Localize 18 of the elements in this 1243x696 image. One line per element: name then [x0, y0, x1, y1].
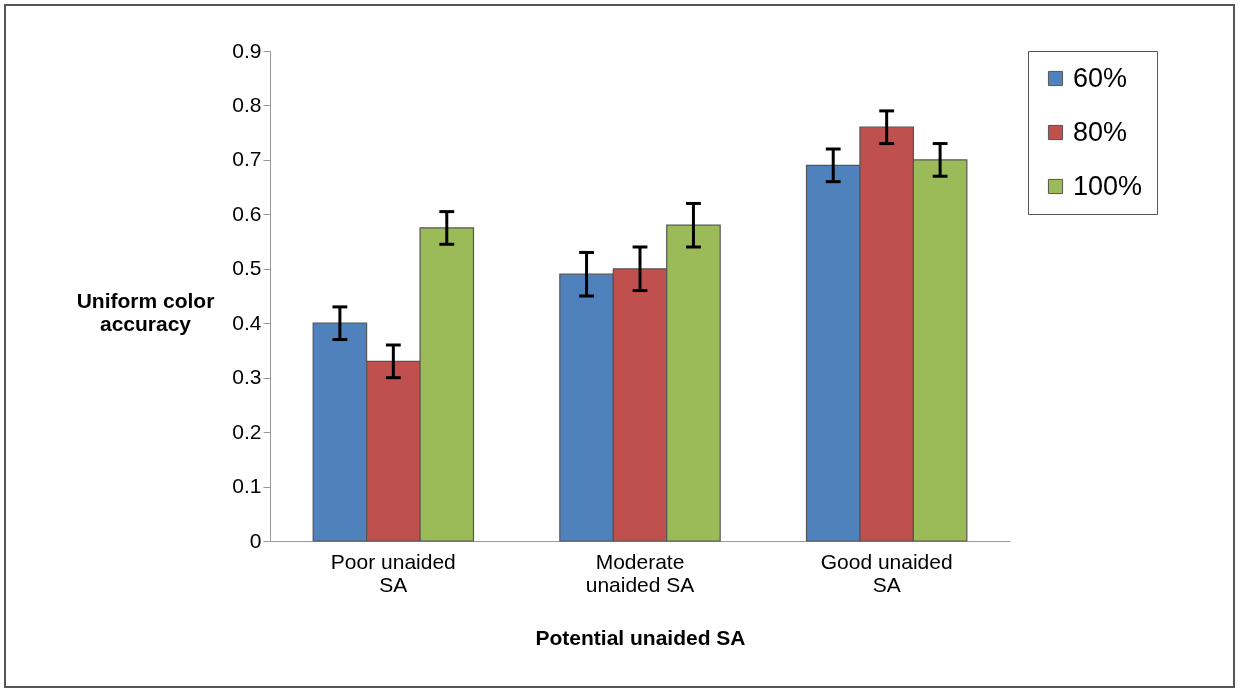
x-tick-label: Moderate unaided SA	[585, 549, 695, 596]
legend-label: 60%	[1073, 62, 1128, 93]
y-tick-label: 0.8	[232, 92, 262, 116]
legend-label: 80%	[1073, 116, 1128, 147]
y-axis-title: Uniform color accuracy	[76, 288, 215, 335]
y-tick-label: 0.7	[232, 147, 262, 171]
y-tick-label: 0.5	[232, 256, 262, 280]
x-tick-label: Good unaided SA	[820, 549, 953, 596]
x-tick-label: Poor unaided SA	[330, 549, 456, 596]
legend-label: 100%	[1073, 170, 1143, 201]
y-tick-label: 0.4	[232, 310, 262, 334]
y-tick-label: 0.9	[232, 38, 262, 62]
y-tick-label: 0.3	[232, 365, 262, 389]
y-tick-label: 0.2	[232, 419, 262, 443]
y-tick-label: 0.6	[232, 201, 262, 225]
y-tick-label: 0.1	[232, 474, 262, 498]
x-axis-title: Potential unaided SA	[535, 625, 746, 649]
y-tick-label: 0	[249, 528, 262, 552]
